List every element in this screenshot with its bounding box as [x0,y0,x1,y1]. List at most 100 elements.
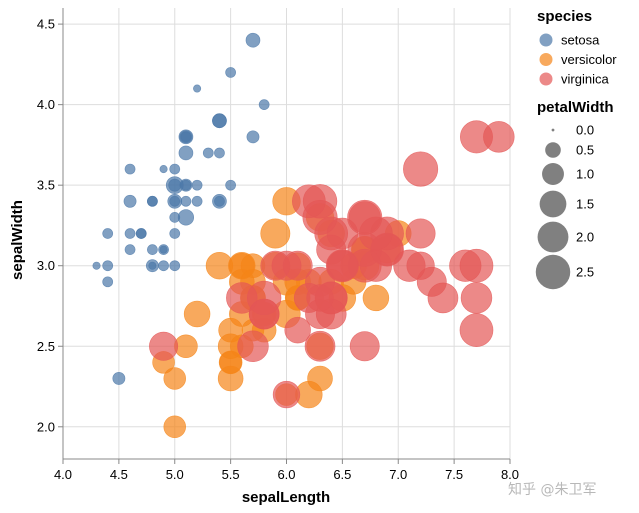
setosa-point [245,32,261,48]
virginica-point [406,251,435,280]
data-points [92,32,515,439]
legend-label-virginica: virginica [561,72,609,87]
virginica-point [306,284,334,312]
virginica-point [403,151,439,187]
setosa-point [135,228,147,239]
x-tick-label: 4.0 [54,467,72,482]
versicolor-point [163,415,187,439]
x-tick-label: 8.0 [501,467,519,482]
setosa-point [112,372,126,385]
setosa-point [158,260,169,272]
legend-symbol-setosa [539,33,553,47]
setosa-point [225,179,236,191]
size-legend-symbol [545,142,561,158]
setosa-point [178,145,194,161]
virginica-point [237,330,269,362]
setosa-point [177,209,195,226]
setosa-point [147,195,158,207]
virginica-point [483,121,515,153]
versicolor-point [260,218,291,249]
y-tick-label: 4.5 [37,17,55,32]
virginica-point [427,282,459,314]
versicolor-point [183,300,211,328]
size-legend-label: 1.0 [576,167,594,182]
x-tick-label: 5.5 [222,467,240,482]
setosa-point [165,176,184,195]
size-legend-symbol [537,221,569,253]
setosa-point [169,212,181,223]
size-legend-title: petalWidth [537,99,614,116]
virginica-point [347,199,383,235]
setosa-point [124,228,136,239]
x-tick-label: 6.5 [333,467,351,482]
setosa-point [246,130,260,144]
x-tick-label: 5.0 [166,467,184,482]
setosa-point [158,244,169,255]
versicolor-point [205,252,234,280]
size-legend-label: 2.5 [576,265,594,280]
virginica-point [260,250,291,281]
setosa-point [169,163,181,175]
virginica-point [248,298,280,330]
setosa-point [147,244,158,255]
setosa-point [159,165,168,174]
setosa-point [102,276,114,288]
x-tick-label: 7.5 [445,467,463,482]
watermark-text: 知乎 @朱卫军 [508,481,596,498]
legend-label-setosa: setosa [561,33,600,48]
setosa-point [193,84,202,93]
virginica-point [284,316,311,344]
setosa-point [124,163,136,175]
y-axis-title: sepalWidth [9,200,26,280]
axes: 4.0 4.5 5.0 5.5 6.0 6.5 7.0 7.5 8.0 2.0 2.5 3.0 3.5 4… [37,8,519,482]
setosa-point [102,228,114,239]
x-tick-label: 7.0 [389,467,407,482]
x-axis-title: sepalLength [242,489,330,506]
virginica-point [459,248,494,283]
virginica-point [405,218,436,249]
virginica-point [326,249,359,282]
setosa-point [167,193,183,209]
legend-label-versicolor: versicolor [561,52,617,67]
setosa-point [124,244,136,255]
setosa-point [169,260,181,272]
setosa-point [225,67,236,78]
x-tick-label: 4.5 [110,467,128,482]
setosa-point [202,147,214,159]
y-tick-label: 2.0 [37,419,55,434]
setosa-point [191,179,203,191]
size-legend-label: 0.0 [576,123,594,138]
setosa-point [145,259,159,273]
versicolor-point [163,367,187,390]
virginica-point [460,282,493,314]
size-legend-label: 0.5 [576,143,594,158]
y-tick-label: 3.0 [37,258,55,273]
setosa-point [169,228,181,239]
legend: species petalWidth setosa versicolor virgi… [535,8,617,290]
setosa-point [212,113,227,129]
virginica-point [272,380,301,409]
virginica-point [226,282,258,314]
size-legend-label: 2.0 [576,230,594,245]
size-legend-symbol [539,190,567,218]
color-legend-title: species [537,8,592,25]
virginica-point [349,331,380,362]
y-tick-label: 4.0 [37,97,55,112]
virginica-point [459,313,494,347]
y-tick-label: 2.5 [37,339,55,354]
legend-symbol-virginica [539,72,553,86]
size-legend-symbol [542,163,564,185]
versicolor-point [307,365,333,392]
virginica-point [149,331,179,361]
setosa-point [102,260,114,272]
virginica-point [292,184,326,219]
virginica-point [304,330,336,362]
setosa-point [191,195,203,207]
setosa-point [180,195,192,207]
versicolor-point [362,284,390,312]
setosa-point [180,131,192,143]
y-tick-label: 3.5 [37,178,55,193]
size-legend-label: 1.5 [576,197,594,212]
x-tick-label: 6.0 [277,467,295,482]
legend-symbol-versicolor [539,53,553,66]
